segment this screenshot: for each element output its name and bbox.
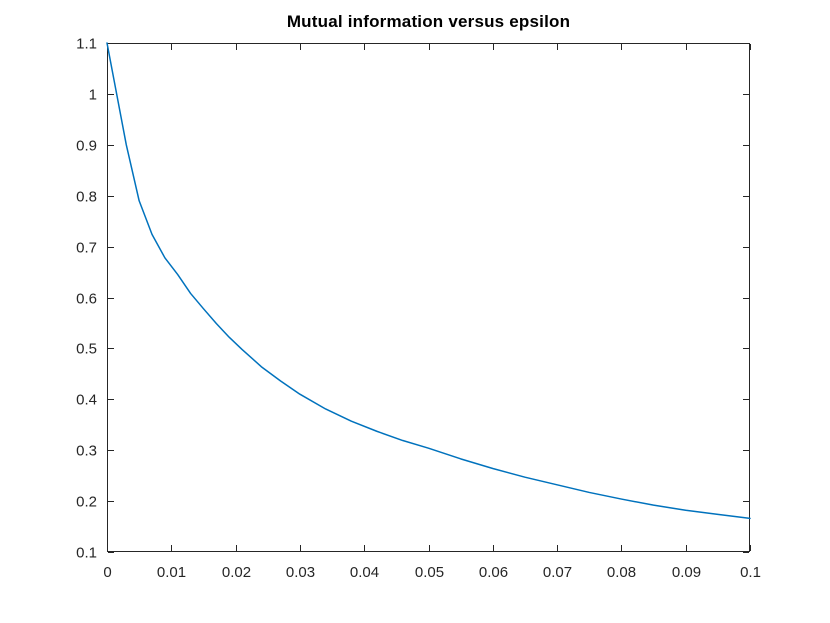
- x-tick-label: 0: [103, 564, 111, 581]
- mutual-information-curve: [106, 42, 751, 520]
- y-tick-label: 0.8: [76, 189, 97, 206]
- y-tick-label: 0.1: [76, 545, 97, 562]
- y-tick-label: 1.1: [76, 36, 97, 53]
- y-tick-label: 0.5: [76, 341, 97, 358]
- chart-title: Mutual information versus epsilon: [286, 12, 571, 31]
- x-tick-label: 0.07: [543, 564, 572, 581]
- x-tick-label: 0.03: [286, 564, 315, 581]
- x-tick-label: 0.04: [350, 564, 379, 581]
- x-tick-label: 0.01: [157, 564, 186, 581]
- y-tick-label: 0.2: [76, 494, 97, 511]
- y-tick-label: 0.4: [76, 392, 97, 409]
- x-tick-label: 0.02: [222, 564, 251, 581]
- plot-box: [107, 43, 750, 552]
- x-tick-label: 0.1: [740, 564, 761, 581]
- y-tick-label: 1: [89, 87, 97, 104]
- y-tick-label: 0.6: [76, 291, 97, 308]
- y-tick-label: 0.7: [76, 240, 97, 257]
- x-tick-label: 0.05: [415, 564, 444, 581]
- x-tick-label: 0.06: [479, 564, 508, 581]
- y-tick-label: 0.9: [76, 138, 97, 155]
- y-tick-label: 0.3: [76, 443, 97, 460]
- x-tick-label: 0.08: [607, 564, 636, 581]
- x-tick-label: 0.09: [672, 564, 701, 581]
